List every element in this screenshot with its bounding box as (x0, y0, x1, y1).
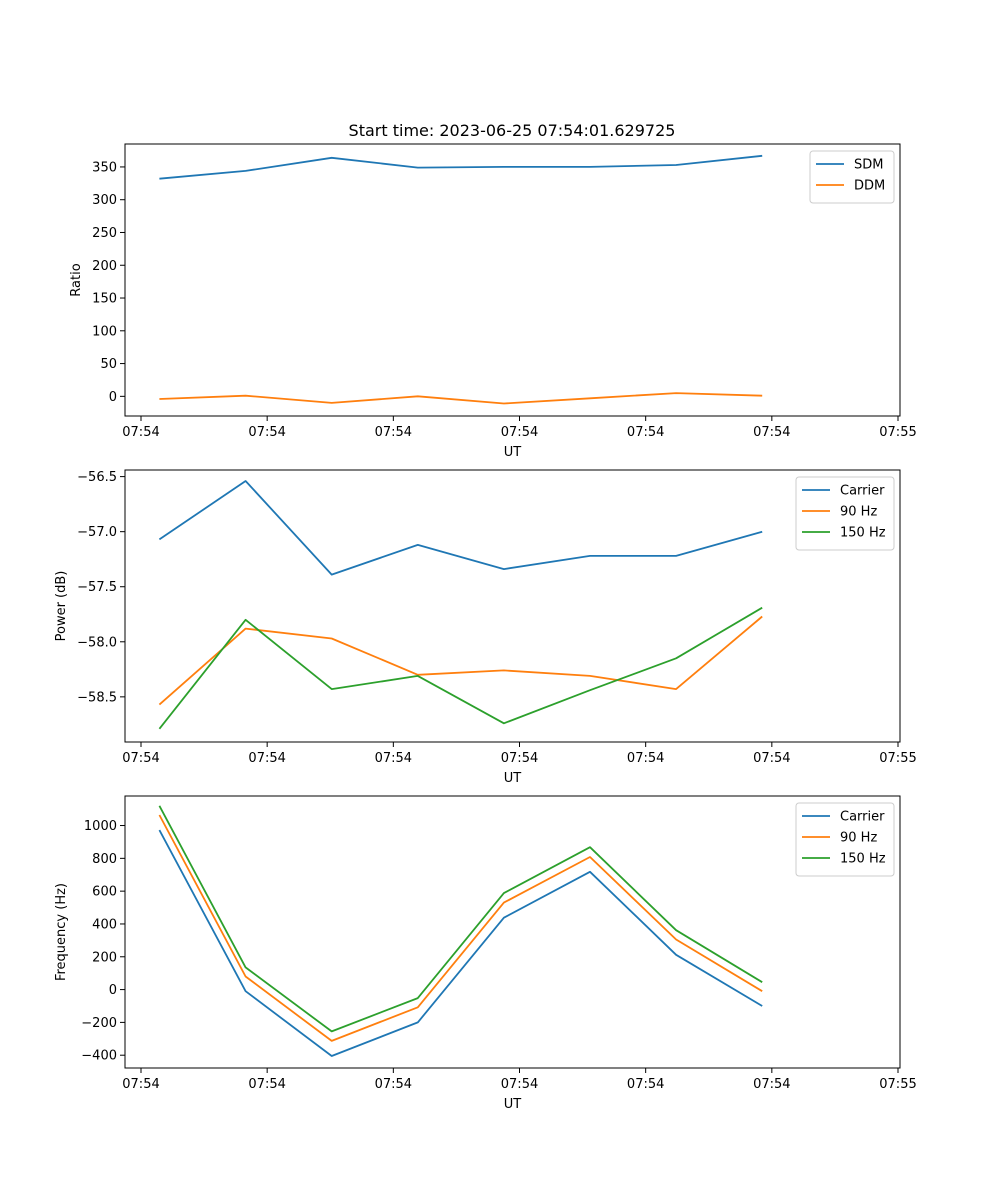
x-tick-label: 07:54 (122, 751, 159, 766)
legend: Carrier 90 Hz 150 Hz (795, 802, 895, 877)
x-tick-label: 07:54 (248, 425, 285, 440)
y-tick-label: −400 (81, 1049, 117, 1064)
figure-title: Start time: 2023-06-25 07:54:01.629725 (349, 121, 676, 140)
y-tick-label: 350 (92, 160, 117, 175)
legend-label: DDM (854, 179, 885, 194)
y-tick-label: −57.0 (77, 525, 117, 540)
y-tick-label: −56.5 (77, 470, 117, 485)
x-tick-label: 07:54 (248, 1077, 285, 1092)
y-tick-label: 300 (92, 193, 117, 208)
x-axis-label: UT (504, 771, 522, 786)
x-tick-label: 07:54 (753, 425, 790, 440)
x-tick-label: 07:54 (122, 425, 159, 440)
y-axis-label: Ratio (69, 263, 84, 296)
y-tick-label: 50 (100, 357, 117, 372)
x-tick-label: 07:54 (627, 751, 664, 766)
legend: Carrier 90 Hz 150 Hz (795, 476, 895, 551)
x-tick-label: 07:54 (627, 1077, 664, 1092)
legend-label: 150 Hz (840, 526, 886, 541)
y-tick-label: 250 (92, 226, 117, 241)
plot-frame (124, 795, 901, 1069)
y-axis-label: Frequency (Hz) (54, 883, 69, 981)
x-tick-label: 07:55 (879, 751, 916, 766)
series-line-ddm (159, 392, 763, 405)
series-line-150-hz (158, 606, 763, 730)
legend-label: 150 Hz (840, 852, 886, 867)
series-line-150-hz (158, 805, 763, 1033)
series-line-90-hz (158, 814, 763, 1042)
y-tick-label: −58.0 (77, 635, 117, 650)
x-tick-label: 07:54 (375, 751, 412, 766)
x-tick-label: 07:54 (375, 1077, 412, 1092)
series-line-carrier (158, 480, 763, 576)
y-tick-label: 200 (92, 259, 117, 274)
y-tick-label: 0 (109, 390, 117, 405)
y-tick-label: −200 (81, 1016, 117, 1031)
x-tick-label: 07:54 (627, 425, 664, 440)
y-tick-label: 200 (92, 950, 117, 965)
panels: 07:54 07:54 07:54 07:54 07:54 07:54 07:55 UT 0 50… (54, 143, 917, 1112)
legend-label: Carrier (840, 484, 885, 499)
x-axis-label: UT (504, 445, 522, 460)
chart-panel-3: 07:54 07:54 07:54 07:54 07:54 07:54 07:55 UT −40… (54, 795, 917, 1112)
legend-label: 90 Hz (840, 505, 877, 520)
chart-panel-1: 07:54 07:54 07:54 07:54 07:54 07:54 07:55 UT 0 50… (69, 143, 917, 460)
x-tick-label: 07:54 (248, 751, 285, 766)
y-tick-label: 0 (109, 983, 117, 998)
legend-label: Carrier (840, 810, 885, 825)
x-tick-label: 07:54 (501, 751, 538, 766)
y-tick-label: 1000 (84, 819, 117, 834)
x-tick-label: 07:55 (879, 1077, 916, 1092)
y-tick-label: 600 (92, 885, 117, 900)
chart-panel-2: 07:54 07:54 07:54 07:54 07:54 07:54 07:55 UT −58… (54, 469, 917, 786)
legend: SDM DDM (809, 150, 895, 204)
legend-label: SDM (854, 158, 883, 173)
y-tick-label: −58.5 (77, 690, 117, 705)
y-tick-label: 100 (92, 324, 117, 339)
y-tick-label: 150 (92, 292, 117, 307)
y-tick-label: 400 (92, 917, 117, 932)
x-tick-label: 07:55 (879, 425, 916, 440)
y-axis-label: Power (dB) (54, 571, 69, 642)
y-tick-label: 800 (92, 852, 117, 867)
legend-label: 90 Hz (840, 831, 877, 846)
x-tick-label: 07:54 (753, 1077, 790, 1092)
series-line-sdm (159, 154, 763, 180)
x-tick-label: 07:54 (122, 1077, 159, 1092)
plot-frame (124, 469, 901, 743)
x-tick-label: 07:54 (753, 751, 790, 766)
x-axis-label: UT (504, 1097, 522, 1112)
x-tick-label: 07:54 (375, 425, 412, 440)
plot-frame (124, 143, 901, 417)
series-line-carrier (158, 829, 763, 1057)
y-tick-label: −57.5 (77, 580, 117, 595)
x-tick-label: 07:54 (501, 1077, 538, 1092)
x-tick-label: 07:54 (501, 425, 538, 440)
